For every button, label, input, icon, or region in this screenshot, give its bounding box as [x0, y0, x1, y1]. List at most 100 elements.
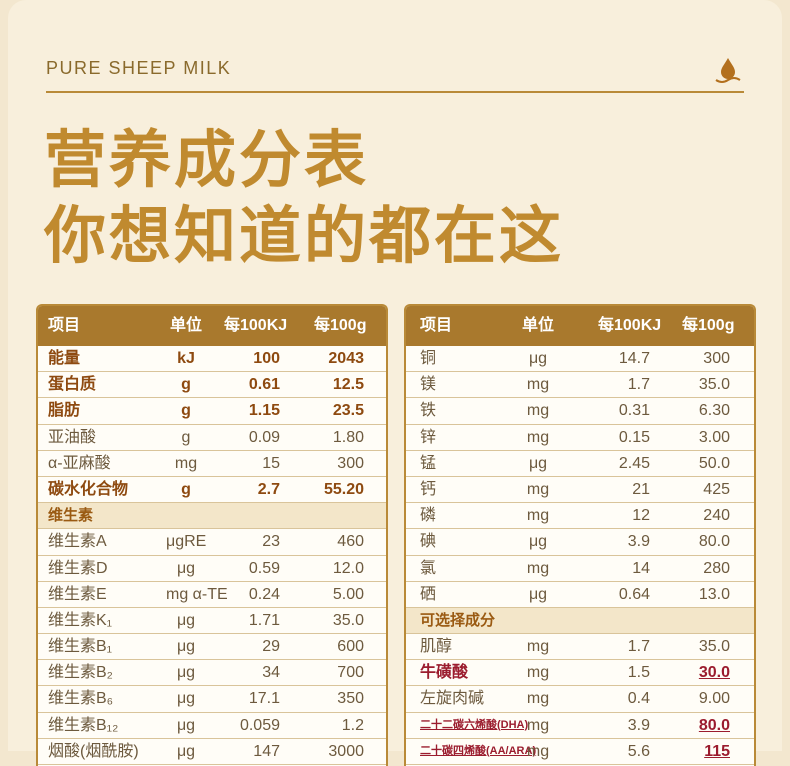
per-100g-cell: 350 — [337, 690, 364, 708]
per-100g-cell: 9.00 — [698, 690, 730, 708]
table-row: α-亚麻酸 mg 15 300 — [38, 451, 386, 477]
table-row: 钙 mg 21 425 — [406, 477, 754, 504]
per-kj-cell: 0.31 — [618, 402, 650, 420]
per-kj-cell: 0.59 — [248, 559, 280, 577]
unit-cell: mg α-TE — [166, 585, 228, 603]
table-row: 左旋肉碱 mg 0.4 9.00 — [406, 686, 754, 713]
per-100g-cell: 600 — [337, 638, 364, 656]
unit-cell: μg — [176, 664, 196, 682]
table-row: 能量 kJ 100 2043 — [38, 346, 386, 373]
nutrient-name: 维生素A — [48, 533, 107, 551]
nutrient-name: 铜 — [420, 350, 437, 367]
per-kj-cell: 0.61 — [248, 376, 280, 394]
per-100g-cell: 80.0 — [698, 716, 730, 734]
per-100g-cell: 2043 — [328, 350, 364, 367]
per-100g-cell: 3000 — [328, 742, 364, 760]
table-row: 亚油酸 g 0.09 1.80 — [38, 425, 386, 451]
nutrition-table-left: 项目 单位 每100KJ 每100g 能量 kJ 100 2043 蛋白质 g 0.61 12… — [36, 304, 388, 766]
per-kj-cell: 2.45 — [618, 454, 650, 472]
table-row: 维生素E mg α-TE 0.24 5.00 — [38, 582, 386, 608]
nutrition-table-right: 项目 单位 每100KJ 每100g 铜 μg 14.7 300 镁 mg 1.7 35.0 铁… — [404, 304, 756, 766]
nutrient-name: 可选择成分 — [420, 611, 496, 629]
table-row: 维生素K₁ μg 1.71 35.0 — [38, 608, 386, 635]
nutrient-name: 维生素D — [48, 559, 108, 577]
per-kj-cell: 1.5 — [627, 664, 650, 682]
milk-drop-icon — [715, 58, 741, 83]
per-100g-cell: 280 — [703, 559, 730, 577]
unit-cell: mg — [526, 559, 550, 577]
unit-cell: mg — [526, 716, 550, 734]
per-kj-cell: 21 — [632, 480, 650, 498]
brand-header: PURE SHEEP MILK — [46, 55, 744, 93]
unit-cell: μg — [176, 690, 196, 708]
nutrient-name: 钙 — [420, 480, 437, 498]
nutrient-name: 铁 — [420, 402, 437, 420]
per-kj-cell: 34 — [262, 664, 280, 682]
unit-cell: μg — [528, 350, 548, 367]
per-kj-cell: 0.09 — [248, 428, 280, 446]
header-unit: 单位 — [521, 317, 554, 334]
nutrient-name: 左旋肉碱 — [420, 690, 485, 708]
per-kj-cell: 1.7 — [627, 638, 650, 656]
header-per-kj: 每100KJ — [224, 317, 288, 334]
header-item: 项目 — [48, 317, 81, 334]
nutrient-name: 维生素 — [48, 507, 94, 525]
table-row: 锌 mg 0.15 3.00 — [406, 425, 754, 451]
per-kj-cell: 3.9 — [627, 533, 650, 551]
table-row: 维生素B₆ μg 17.1 350 — [38, 686, 386, 713]
table-header-row: 项目 单位 每100KJ 每100g — [38, 306, 386, 346]
unit-cell: mg — [526, 638, 550, 656]
per-kj-cell: 147 — [253, 742, 280, 760]
per-kj-cell: 0.24 — [248, 585, 280, 603]
per-100g-cell: 35.0 — [698, 376, 730, 394]
table-row: 氯 mg 14 280 — [406, 556, 754, 582]
nutrient-name: 牛磺酸 — [420, 664, 469, 682]
per-kj-cell: 14 — [632, 559, 650, 577]
unit-cell: mg — [526, 402, 550, 420]
header-per-100g: 每100g — [314, 317, 367, 334]
unit-cell: mg — [526, 664, 550, 682]
table-row: 二十碳四烯酸(AA/ARA) mg 5.6 115 — [406, 739, 754, 765]
table-row: 蛋白质 g 0.61 12.5 — [38, 372, 386, 399]
unit-cell: mg — [526, 742, 550, 760]
per-100g-cell: 12.0 — [332, 559, 364, 577]
nutrient-name: 镁 — [420, 376, 437, 394]
per-100g-cell: 240 — [703, 507, 730, 525]
per-100g-cell: 50.0 — [698, 454, 730, 472]
header-unit: 单位 — [169, 317, 202, 334]
per-kj-cell: 15 — [262, 454, 280, 472]
table-body: 能量 kJ 100 2043 蛋白质 g 0.61 12.5 脂肪 g 1.15 23.5 亚油酸 g 0.… — [38, 346, 386, 765]
per-kj-cell: 0.15 — [618, 428, 650, 446]
header-per-kj: 每100KJ — [598, 317, 662, 334]
per-100g-cell: 700 — [337, 664, 364, 682]
unit-cell: μg — [176, 716, 196, 734]
nutrient-name: 碘 — [420, 533, 437, 551]
per-100g-cell: 30.0 — [698, 664, 730, 682]
per-kj-cell: 29 — [262, 638, 280, 656]
per-kj-cell: 1.7 — [627, 376, 650, 394]
per-100g-cell: 300 — [703, 350, 730, 367]
unit-cell: mg — [174, 454, 198, 472]
table-row: 硒 μg 0.64 13.0 — [406, 582, 754, 608]
per-kj-cell: 17.1 — [248, 690, 280, 708]
table-row: 锰 μg 2.45 50.0 — [406, 451, 754, 477]
table-row: 铁 mg 0.31 6.30 — [406, 398, 754, 425]
per-100g-cell: 13.0 — [698, 585, 730, 603]
per-kj-cell: 5.6 — [627, 742, 650, 760]
nutrient-name: 维生素E — [48, 585, 107, 603]
table-body: 铜 μg 14.7 300 镁 mg 1.7 35.0 铁 mg 0.31 6.30 锌 mg 0.15 3.… — [406, 346, 754, 765]
per-kj-cell: 2.7 — [257, 480, 280, 498]
nutrient-name: 碳水化合物 — [48, 480, 129, 498]
per-100g-cell: 55.20 — [323, 480, 364, 498]
unit-cell: μg — [528, 533, 548, 551]
table-row: 烟酸(烟酰胺) μg 147 3000 — [38, 739, 386, 765]
unit-cell: g — [181, 480, 191, 498]
table-row: 碳水化合物 g 2.7 55.20 — [38, 477, 386, 504]
per-100g-cell: 35.0 — [698, 638, 730, 656]
unit-cell: μg — [176, 611, 196, 629]
table-row: 铜 μg 14.7 300 — [406, 346, 754, 373]
per-100g-cell: 1.80 — [332, 428, 364, 446]
per-kj-cell: 0.059 — [239, 716, 280, 734]
brand-text: PURE SHEEP MILK — [46, 58, 232, 78]
per-100g-cell: 1.2 — [341, 716, 364, 734]
